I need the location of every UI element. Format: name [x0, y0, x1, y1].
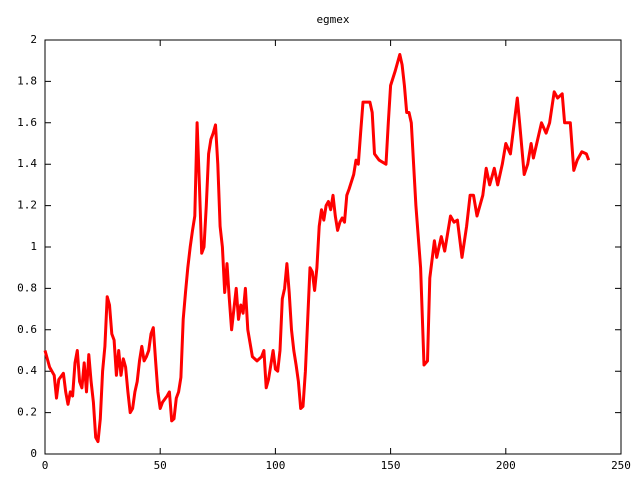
y-tick-label: 0 [30, 447, 37, 460]
y-tick-label: 1.2 [17, 199, 37, 212]
x-tick-label: 150 [381, 459, 401, 472]
y-tick-label: 0.2 [17, 406, 37, 419]
x-tick-label: 50 [154, 459, 167, 472]
y-tick-label: 0.8 [17, 281, 37, 294]
y-tick-label: 0.6 [17, 323, 37, 336]
x-tick-label: 200 [496, 459, 516, 472]
y-tick-label: 1.6 [17, 116, 37, 129]
y-tick-label: 1.4 [17, 157, 37, 170]
x-tick-label: 250 [611, 459, 631, 472]
y-tick-label: 1.8 [17, 74, 37, 87]
x-tick-label: 0 [42, 459, 49, 472]
chart-title: egmex [316, 13, 349, 26]
data-line [43, 53, 591, 444]
y-tick-label: 1 [30, 240, 37, 253]
y-tick-label: 2 [30, 33, 37, 46]
x-tick-label: 100 [265, 459, 285, 472]
y-tick-label: 0.4 [17, 364, 37, 377]
